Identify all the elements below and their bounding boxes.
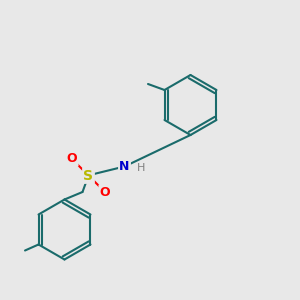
Text: N: N (119, 160, 130, 173)
Text: S: S (83, 169, 94, 182)
Text: O: O (100, 185, 110, 199)
Text: O: O (67, 152, 77, 166)
Text: H: H (137, 163, 145, 173)
